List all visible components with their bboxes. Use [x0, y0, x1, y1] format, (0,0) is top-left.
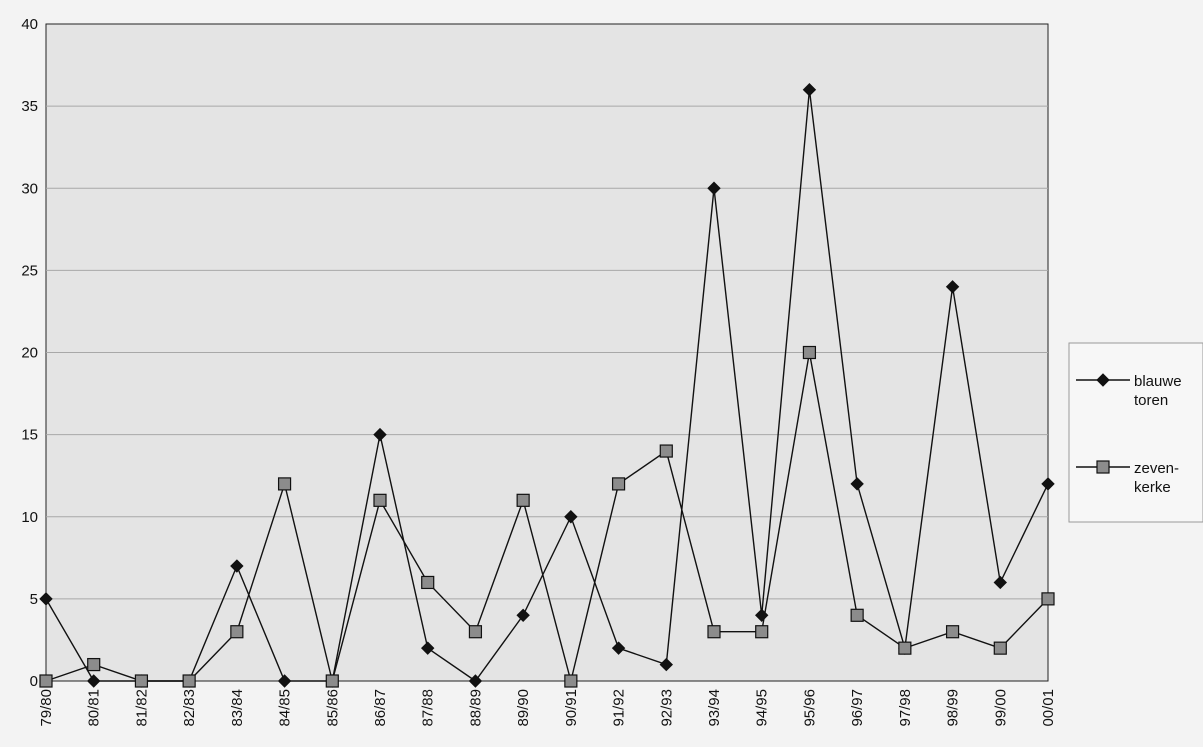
y-tick-label: 30	[21, 180, 38, 197]
x-tick-label: 87/88	[420, 689, 437, 727]
x-tick-label: 83/84	[229, 689, 246, 727]
data-point-square	[1041, 592, 1055, 606]
x-tick-label: 96/97	[849, 689, 866, 727]
series-lines	[39, 82, 1055, 688]
data-point-diamond	[39, 592, 53, 606]
x-tick-label: 79/80	[38, 689, 55, 727]
legend-label: kerke	[1134, 479, 1171, 496]
data-point-diamond	[993, 575, 1007, 590]
series-line	[45, 352, 1049, 682]
data-point-square	[134, 674, 149, 688]
x-tick-label: 89/90	[515, 689, 532, 727]
y-tick-label: 20	[21, 345, 38, 362]
data-point-square	[755, 625, 769, 639]
legend-marker-square	[1096, 460, 1110, 474]
data-point-square	[945, 625, 960, 639]
data-point-square	[516, 493, 530, 507]
legend-label: blauwe	[1134, 373, 1182, 390]
data-point-square	[611, 477, 626, 491]
data-point-square	[325, 674, 339, 688]
x-tick-label: 86/87	[372, 689, 389, 727]
legend-box	[1068, 342, 1203, 523]
x-tick-label: 80/81	[86, 689, 103, 727]
y-tick-label: 0	[30, 673, 38, 690]
data-point-diamond	[468, 674, 483, 688]
x-tick-label: 84/85	[277, 689, 294, 727]
data-point-square	[564, 674, 578, 688]
data-point-square	[182, 674, 196, 688]
data-point-diamond	[230, 559, 244, 573]
y-tick-label: 15	[21, 427, 38, 444]
y-tick-label: 35	[21, 98, 38, 115]
legend-marker-diamond	[1096, 373, 1110, 387]
data-point-square	[659, 444, 673, 458]
x-tick-label: 95/96	[801, 689, 818, 727]
legend-label: toren	[1134, 392, 1168, 409]
legend: blauwe toren zeven-kerke	[1068, 342, 1203, 523]
data-point-diamond	[802, 82, 817, 97]
data-point-diamond	[516, 608, 530, 623]
y-tick-label: 5	[30, 591, 38, 608]
data-point-square	[707, 625, 721, 639]
data-point-square	[850, 608, 864, 622]
x-tick-label: 93/94	[706, 689, 723, 727]
data-point-diamond	[611, 641, 626, 655]
data-point-square	[898, 641, 912, 655]
data-point-diamond	[564, 510, 578, 524]
x-tick-label: 97/98	[897, 689, 914, 727]
data-point-diamond	[373, 427, 387, 442]
data-point-square	[277, 477, 292, 491]
y-tick-label: 10	[21, 509, 38, 526]
y-axis-ticks: 0 5 10 15 20 25 30 35 40	[21, 16, 38, 690]
x-axis-ticks: 79/80 80/81 81/82 82/83 83/84 84/85 85/86 86/87…	[38, 689, 1057, 727]
x-tick-label: 98/99	[945, 689, 962, 727]
data-point-square	[421, 575, 435, 590]
gridlines	[46, 105, 1048, 600]
x-tick-label: 88/89	[467, 689, 484, 727]
legend-label: zeven-	[1134, 460, 1179, 477]
data-point-square	[87, 657, 101, 672]
data-point-diamond	[421, 641, 435, 655]
data-point-diamond	[87, 674, 101, 688]
data-point-diamond	[755, 608, 769, 623]
series-line	[45, 89, 1049, 682]
x-tick-label: 90/91	[563, 689, 580, 727]
data-point-diamond	[707, 181, 721, 195]
y-tick-label: 40	[21, 16, 38, 33]
x-tick-label: 92/93	[658, 689, 675, 727]
data-point-diamond	[850, 477, 864, 491]
data-point-diamond	[659, 657, 673, 672]
x-tick-label: 99/00	[992, 689, 1009, 727]
data-point-square	[39, 674, 53, 688]
data-point-square	[230, 625, 244, 639]
data-point-square	[373, 493, 387, 507]
y-tick-label: 25	[21, 262, 38, 279]
data-point-square	[802, 345, 817, 360]
x-tick-label: 94/95	[754, 689, 771, 727]
x-tick-label: 85/86	[324, 689, 341, 727]
x-tick-label: 82/83	[181, 689, 198, 727]
data-point-diamond	[277, 674, 292, 688]
data-point-diamond	[945, 280, 960, 294]
data-point-diamond	[1041, 477, 1055, 491]
x-tick-label: 91/92	[611, 689, 628, 727]
x-tick-label: 00/01	[1040, 689, 1057, 727]
x-tick-label: 81/82	[133, 689, 150, 727]
data-point-square	[993, 641, 1007, 655]
data-point-square	[468, 625, 483, 639]
